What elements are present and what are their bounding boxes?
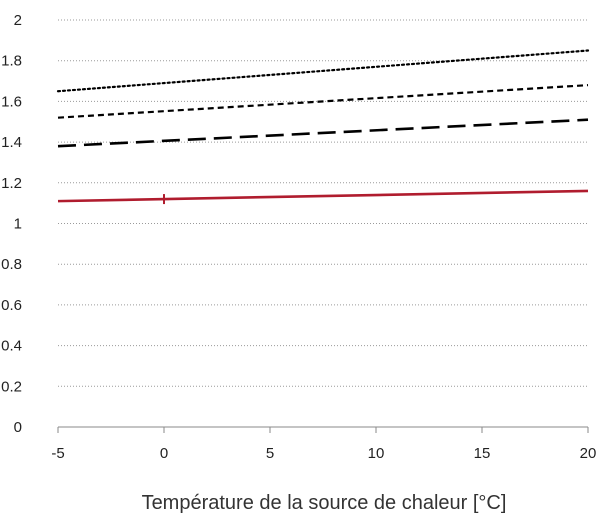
x-tick-label: 10 [368,445,385,462]
x-tick-label: 15 [474,445,491,462]
y-tick-label: 2 [14,12,22,29]
y-tick-label: 0.4 [1,338,22,355]
series-line-4-solid [57,189,589,203]
x-tick-label: 0 [160,445,168,462]
x-axis-label: Température de la source de chaleur [°C] [142,492,507,514]
y-tick-label: 1.4 [1,134,22,151]
plus-marker [159,194,169,205]
y-tick-label: 1.2 [1,175,22,192]
y-tick-label: 1.6 [1,93,22,110]
y-tick-label: 0.8 [1,256,22,273]
series-line-2-short-dashed [57,84,589,119]
series-group [56,49,590,203]
grid-lines [58,19,588,387]
series-line-3-long-dashed [57,118,589,148]
y-tick-labels: 0 0.2 0.4 0.6 0.8 1 1.2 1.4 1.6 1.8 2 [1,12,22,436]
y-tick-label: 0 [14,419,22,436]
x-tick-label: 5 [266,445,274,462]
y-tick-label: 1 [14,216,22,233]
y-tick-label: 0.2 [1,378,22,395]
axes [57,426,589,433]
x-tick-labels: -5 0 5 10 15 20 [51,445,596,462]
x-tick-label: -5 [51,445,64,462]
series-line-1-dotted [56,49,590,93]
y-tick-label: 0.6 [1,297,22,314]
y-tick-label: 1.8 [1,53,22,70]
markers-group [159,194,169,205]
x-tick-label: 20 [580,445,597,462]
